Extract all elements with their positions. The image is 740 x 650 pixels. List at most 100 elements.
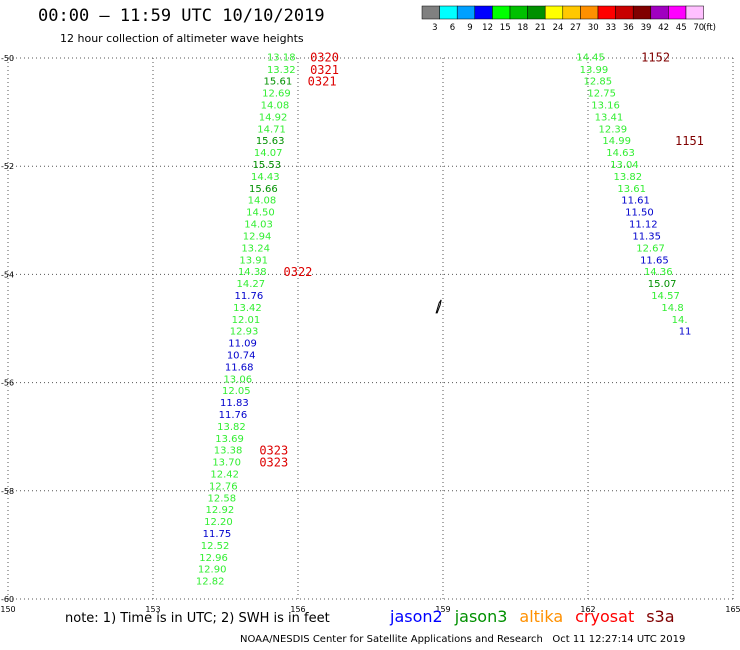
swh-value-label: 11.61: [621, 196, 650, 207]
swh-value-label: 14.08: [248, 196, 277, 207]
time-label: 0323: [259, 444, 288, 458]
swh-value-label: 11: [679, 327, 692, 338]
swh-value-label: 13.06: [223, 374, 252, 385]
colorbar-label: 42: [658, 23, 669, 33]
page-title: 00:00 — 11:59 UTC 10/10/2019: [38, 6, 325, 26]
swh-value-label: 14.8: [661, 303, 683, 314]
lat-tick-label: -60: [1, 595, 14, 604]
swh-value-label: 13.32: [267, 65, 296, 76]
lat-tick-label: -50: [1, 54, 14, 63]
swh-value-label: 14.71: [257, 124, 286, 135]
colorbar-label: 27: [570, 23, 581, 33]
swh-value-label: 12.93: [230, 327, 259, 338]
swh-value-label: 13.99: [580, 65, 609, 76]
swh-value-label: 14.36: [644, 267, 673, 278]
colorbar-label: 36: [623, 23, 634, 33]
swh-value-label: 15.61: [264, 77, 293, 88]
swh-value-label: 14.92: [259, 112, 288, 123]
swh-value-label: 15.53: [252, 160, 281, 171]
island-outline: [435, 299, 442, 314]
swh-value-label: 14.07: [254, 148, 283, 159]
swh-value-label: 13.69: [215, 434, 244, 445]
swh-value-label: 14.03: [244, 220, 273, 231]
swh-value-label: 12.82: [196, 577, 225, 588]
footer-note: note: 1) Time is in UTC; 2) SWH is in fe…: [65, 611, 330, 626]
lon-tick-label: 162: [580, 605, 595, 614]
colorbar-legend: 3 6 9 12 15 18 21 24 27 30 33 36 39 42 45 70(ft): [421, 5, 716, 33]
time-label: 0323: [259, 456, 288, 470]
satellite-legend: jason2 jason3 altika cryosat s3a: [390, 607, 687, 626]
lon-tick-label: 165: [725, 605, 740, 614]
swh-value-label: 11.76: [235, 291, 264, 302]
page-subtitle: 12 hour collection of altimeter wave hei…: [60, 32, 304, 45]
lat-tick-label: -52: [1, 162, 14, 171]
swh-value-label: 13.70: [212, 458, 241, 469]
footer-credit: NOAA/NESDIS Center for Satellite Applica…: [240, 634, 686, 645]
swh-value-label: 13.82: [613, 172, 642, 183]
lon-tick-label: 156: [290, 605, 305, 614]
swh-value-label: 13.41: [595, 112, 624, 123]
swh-value-label: 11.83: [220, 398, 249, 409]
altimeter-track: 14.45 13.9912.8512.7513.1613.4112.3914.99…: [576, 52, 691, 337]
lat-tick-label: -54: [1, 270, 14, 279]
swh-value-label: 12.52: [201, 541, 230, 552]
swh-value-label: 11.75: [203, 529, 232, 540]
colorbar-label: 70: [693, 23, 704, 33]
satellite-legend-item: jason3: [454, 607, 508, 626]
swh-value-label: 12.69: [262, 89, 291, 100]
lon-tick-label: 159: [435, 605, 450, 614]
swh-value-label: 13.82: [217, 422, 246, 433]
swh-value-label: 12.75: [587, 89, 616, 100]
swh-value-label: 13.61: [617, 184, 646, 195]
colorbar-unit: (ft): [703, 23, 716, 33]
swh-value-label: 13.24: [241, 243, 270, 254]
satellite-legend-item: cryosat: [575, 607, 635, 626]
time-label: 0322: [284, 265, 313, 279]
swh-value-label: 12.01: [232, 315, 261, 326]
swh-value-label: 12.42: [210, 469, 239, 480]
time-label: 1152: [641, 50, 670, 64]
swh-value-label: 14.27: [236, 279, 265, 290]
swh-value-label: 12.39: [599, 124, 628, 135]
swh-value-label: 13.38: [214, 446, 243, 457]
swh-value-label: 12.96: [199, 553, 228, 564]
swh-value-label: 13.04: [610, 160, 639, 171]
swh-value-label: 12.90: [198, 565, 227, 576]
swh-value-label: 13.16: [591, 101, 620, 112]
swh-value-label: 14.08: [261, 101, 290, 112]
colorbar-label: 45: [676, 23, 687, 33]
lat-tick-label: -56: [1, 379, 14, 388]
swh-value-label: 15.07: [648, 279, 677, 290]
swh-value-label: 12.05: [222, 386, 251, 397]
swh-value-label: 13.42: [233, 303, 262, 314]
swh-value-label: 12.58: [207, 493, 236, 504]
swh-value-label: 14.38: [238, 267, 267, 278]
satellite-legend-item: altika: [519, 607, 564, 626]
swh-value-label: 12.67: [636, 243, 665, 254]
altimeter-track: 13.1813.3215.6112.6914.0814.9214.7115.63…: [196, 52, 296, 587]
lat-tick-label: -58: [1, 487, 14, 496]
swh-value-label: 15.63: [256, 136, 285, 147]
swh-value-label: 12.20: [204, 517, 233, 528]
swh-value-label: 10.74: [227, 350, 256, 361]
colorbar-swatch: [685, 5, 704, 20]
colorbar-label: 30: [588, 23, 599, 33]
colorbar-label: 21: [535, 23, 546, 33]
colorbar-label: 15: [500, 23, 511, 33]
colorbar-label: 6: [450, 23, 455, 33]
time-label: 0320: [310, 50, 339, 64]
swh-value-label: 11.68: [225, 362, 254, 373]
swh-value-label: 11.50: [625, 208, 654, 219]
swh-value-label: 14.57: [651, 291, 680, 302]
swh-value-label: 14.50: [246, 208, 275, 219]
satellite-legend-item: s3a: [646, 607, 675, 626]
colorbar-label: 12: [482, 23, 493, 33]
colorbar-label: 24: [553, 23, 564, 33]
swh-value-label: 11.09: [228, 339, 257, 350]
swh-value-label: 12.92: [206, 505, 235, 516]
swh-value-label: 11.76: [219, 410, 248, 421]
swh-value-label: 15.66: [249, 184, 278, 195]
time-label: 1151: [675, 134, 704, 148]
swh-value-label: 11.35: [632, 231, 661, 242]
